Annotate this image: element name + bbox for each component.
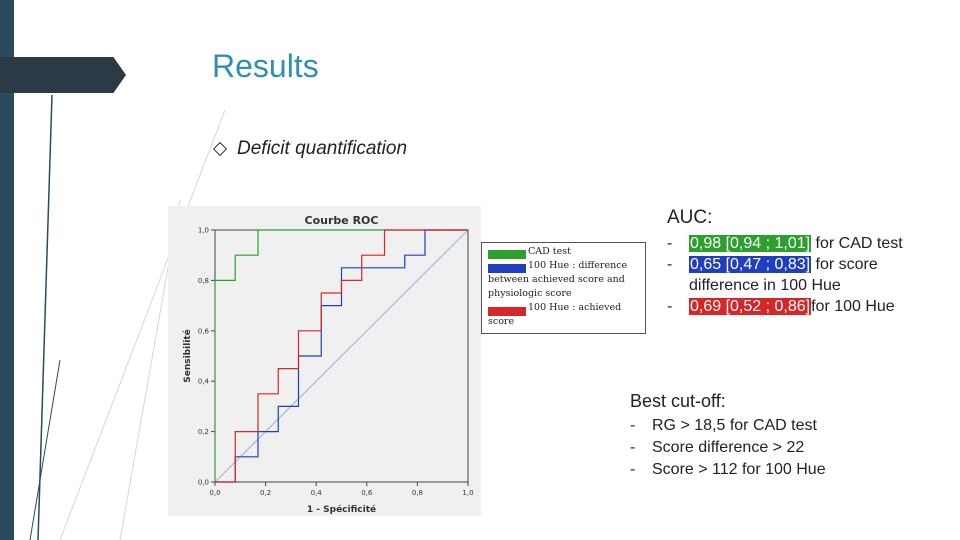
auc-list: -0,98 [0,94 ; 1,01] for CAD test -0,65 [0… bbox=[667, 233, 903, 317]
auc-dash: - bbox=[667, 235, 673, 252]
auc-text: difference in 100 Hue bbox=[689, 277, 841, 294]
legend-item-label: 100 Hue : achieved score bbox=[488, 302, 622, 327]
auc-content: 0,98 [0,94 ; 1,01] for CAD test bbox=[689, 233, 903, 254]
auc-content: difference in 100 Hue bbox=[689, 275, 841, 296]
auc-title: AUC: bbox=[667, 207, 713, 228]
bullet-deficit: Deficit quantification bbox=[212, 138, 408, 160]
x-tick-label: 0,4 bbox=[311, 489, 323, 497]
roc-chart-svg: Courbe ROC 0,0 0,2 0,4 0,6 0,8 1,0 0,0 0,2 0,4 0,6… bbox=[182, 214, 474, 515]
y-tick-label: 0,6 bbox=[198, 327, 210, 335]
best-dash: - bbox=[630, 461, 636, 478]
auc-value-highlight: 0,65 [0,47 ; 0,83] bbox=[689, 256, 812, 273]
roc-series-line bbox=[215, 229, 468, 483]
auc-text: for 100 Hue bbox=[811, 298, 895, 315]
roc-series-line bbox=[215, 229, 468, 483]
chart-title: Courbe ROC bbox=[305, 214, 379, 227]
best-cutoff-title: Best cut-off: bbox=[630, 391, 726, 411]
legend-swatch bbox=[488, 250, 526, 259]
auc-row: -0,65 [0,47 ; 0,83] for score bbox=[667, 254, 903, 275]
best-cutoff-row: - RG > 18,5 for CAD test bbox=[630, 415, 826, 437]
best-cutoff-list: - RG > 18,5 for CAD test - Score difference… bbox=[630, 415, 826, 481]
legend-item-label: 100 Hue : difference between achieved sc… bbox=[488, 260, 628, 299]
auc-value-highlight: 0,69 [0,52 ; 0,86] bbox=[689, 298, 812, 315]
x-tick-label: 1,0 bbox=[462, 489, 473, 497]
y-tick-label: 0,0 bbox=[198, 479, 209, 487]
legend-swatch bbox=[488, 307, 526, 316]
x-tick-label: 0,8 bbox=[412, 489, 423, 497]
y-tick-label: 0,8 bbox=[198, 277, 209, 285]
best-text: Score difference > 22 bbox=[652, 439, 805, 456]
legend-text: CAD test 100 Hue : difference between ach… bbox=[488, 245, 641, 329]
best-dash: - bbox=[630, 439, 636, 456]
best-text: RG > 18,5 for CAD test bbox=[652, 417, 817, 434]
auc-dash: - bbox=[667, 256, 673, 273]
x-tick-label: 0,2 bbox=[260, 489, 271, 497]
x-tick-label: 0,6 bbox=[361, 489, 373, 497]
y-tick-label: 0,2 bbox=[198, 428, 209, 436]
auc-content: 0,69 [0,52 ; 0,86]for 100 Hue bbox=[689, 296, 895, 317]
roc-series-line bbox=[214, 229, 468, 482]
auc-text: for score bbox=[811, 256, 878, 273]
auc-dash: - bbox=[667, 298, 673, 315]
auc-dash bbox=[667, 275, 689, 296]
diamond-bullet-icon bbox=[212, 141, 228, 157]
y-tick-label: 0,4 bbox=[198, 378, 210, 386]
best-cutoff-row: - Score > 112 for 100 Hue bbox=[630, 459, 826, 481]
auc-value-highlight: 0,98 [0,94 ; 1,01] bbox=[689, 235, 812, 252]
y-tick-label: 1,0 bbox=[198, 227, 209, 235]
best-dash: - bbox=[630, 417, 636, 434]
y-axis-label: Sensibilité bbox=[182, 329, 193, 383]
best-text: Score > 112 for 100 Hue bbox=[652, 461, 826, 478]
slide-title: Results bbox=[212, 48, 319, 84]
best-cutoff-row: - Score difference > 22 bbox=[630, 437, 826, 459]
auc-text: for CAD test bbox=[811, 235, 903, 252]
auc-row: difference in 100 Hue bbox=[667, 275, 903, 296]
bullet-text: Deficit quantification bbox=[237, 138, 408, 159]
legend-swatch bbox=[488, 264, 526, 273]
reference-diagonal-line bbox=[214, 229, 469, 483]
x-tick-label: 0,0 bbox=[209, 489, 220, 497]
left-accent-bar bbox=[0, 0, 14, 540]
x-axis-label: 1 - Spécificité bbox=[307, 504, 376, 515]
auc-row: -0,98 [0,94 ; 1,01] for CAD test bbox=[667, 233, 903, 254]
auc-content: 0,65 [0,47 ; 0,83] for score bbox=[689, 254, 878, 275]
chart-legend: CAD test 100 Hue : difference between ach… bbox=[481, 242, 646, 334]
title-tab-shape bbox=[0, 57, 126, 93]
legend-item-label: CAD test bbox=[528, 246, 571, 257]
auc-row: -0,69 [0,52 ; 0,86]for 100 Hue bbox=[667, 296, 903, 317]
roc-chart: Courbe ROC 0,0 0,2 0,4 0,6 0,8 1,0 0,0 0,2 0,4 0,6… bbox=[168, 206, 481, 516]
